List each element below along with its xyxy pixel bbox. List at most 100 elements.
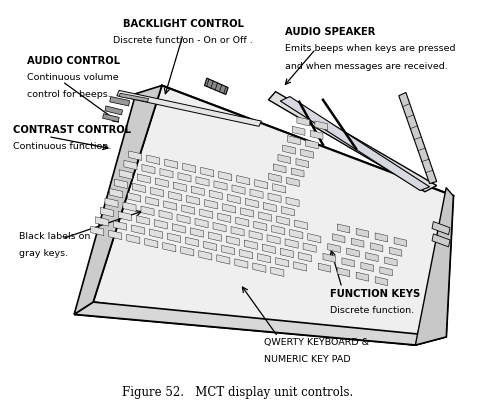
Polygon shape [114, 180, 128, 189]
Polygon shape [278, 155, 291, 164]
Polygon shape [294, 262, 307, 272]
Polygon shape [375, 233, 387, 243]
Polygon shape [399, 93, 437, 184]
Polygon shape [385, 257, 397, 266]
Polygon shape [96, 217, 108, 227]
Polygon shape [172, 224, 185, 234]
Text: gray keys.: gray keys. [19, 248, 68, 257]
Polygon shape [231, 227, 244, 236]
Text: AUDIO CONTROL: AUDIO CONTROL [27, 56, 120, 66]
Polygon shape [118, 212, 131, 221]
Polygon shape [297, 117, 310, 127]
Polygon shape [205, 79, 228, 95]
Polygon shape [352, 238, 364, 248]
Polygon shape [154, 220, 167, 229]
Polygon shape [127, 235, 140, 244]
Polygon shape [190, 228, 203, 238]
Polygon shape [109, 231, 122, 240]
Polygon shape [201, 168, 214, 177]
Polygon shape [301, 150, 314, 159]
Polygon shape [366, 253, 378, 262]
Polygon shape [332, 234, 345, 243]
Polygon shape [196, 177, 209, 187]
Polygon shape [74, 86, 162, 315]
Text: Figure 52.   MCT display unit controls.: Figure 52. MCT display unit controls. [122, 385, 353, 398]
Text: AUDIO SPEAKER: AUDIO SPEAKER [285, 27, 376, 37]
Polygon shape [181, 247, 194, 256]
Polygon shape [191, 187, 204, 196]
Polygon shape [241, 208, 253, 218]
Polygon shape [222, 204, 236, 213]
Polygon shape [291, 169, 304, 178]
Polygon shape [296, 159, 309, 168]
Polygon shape [258, 212, 272, 222]
Polygon shape [105, 107, 122, 116]
Polygon shape [218, 213, 231, 223]
Polygon shape [245, 199, 258, 208]
Polygon shape [195, 219, 208, 228]
Polygon shape [257, 254, 271, 263]
Polygon shape [145, 239, 158, 248]
Polygon shape [137, 174, 150, 184]
Polygon shape [282, 207, 294, 216]
Polygon shape [110, 189, 123, 198]
Polygon shape [204, 242, 216, 251]
Polygon shape [268, 193, 281, 203]
Polygon shape [273, 184, 286, 193]
Polygon shape [91, 227, 104, 236]
Text: control for beeps.: control for beeps. [27, 90, 110, 99]
Polygon shape [93, 86, 453, 345]
Polygon shape [356, 272, 369, 281]
Polygon shape [308, 234, 321, 243]
Polygon shape [119, 94, 148, 103]
Polygon shape [267, 235, 280, 245]
Polygon shape [163, 243, 176, 252]
Polygon shape [147, 156, 160, 165]
Polygon shape [105, 198, 118, 208]
Polygon shape [286, 178, 299, 187]
Polygon shape [159, 211, 172, 220]
Polygon shape [129, 152, 142, 161]
Polygon shape [249, 231, 262, 240]
Text: FUNCTION KEYS: FUNCTION KEYS [330, 288, 421, 298]
Polygon shape [281, 97, 429, 191]
Polygon shape [165, 160, 178, 169]
Polygon shape [183, 164, 196, 173]
Polygon shape [298, 253, 312, 262]
Polygon shape [219, 172, 232, 181]
Polygon shape [380, 267, 392, 276]
Polygon shape [432, 234, 450, 247]
Polygon shape [306, 140, 318, 150]
Polygon shape [276, 258, 289, 267]
Text: CONTRAST CONTROL: CONTRAST CONTROL [12, 125, 131, 135]
Polygon shape [394, 238, 407, 247]
Polygon shape [128, 193, 141, 202]
Polygon shape [281, 249, 293, 258]
Polygon shape [74, 86, 453, 345]
Polygon shape [282, 146, 295, 155]
Polygon shape [117, 91, 261, 127]
Polygon shape [375, 277, 387, 286]
Polygon shape [150, 188, 164, 197]
Polygon shape [254, 222, 267, 231]
Polygon shape [416, 188, 453, 345]
Text: Discrete function - On or Off .: Discrete function - On or Off . [113, 36, 253, 45]
Polygon shape [342, 258, 354, 267]
Polygon shape [227, 195, 240, 204]
Polygon shape [356, 229, 369, 238]
Polygon shape [303, 243, 316, 253]
Polygon shape [432, 222, 450, 235]
Polygon shape [285, 239, 298, 249]
Polygon shape [286, 198, 299, 207]
Polygon shape [213, 223, 226, 232]
Text: Continuous function.: Continuous function. [12, 142, 111, 151]
Polygon shape [185, 238, 199, 247]
Polygon shape [269, 174, 282, 183]
Polygon shape [389, 247, 402, 257]
Polygon shape [119, 170, 132, 180]
Polygon shape [235, 259, 248, 269]
Polygon shape [100, 208, 113, 217]
Polygon shape [186, 196, 200, 205]
Polygon shape [217, 255, 230, 265]
Text: Continuous volume: Continuous volume [27, 73, 118, 82]
